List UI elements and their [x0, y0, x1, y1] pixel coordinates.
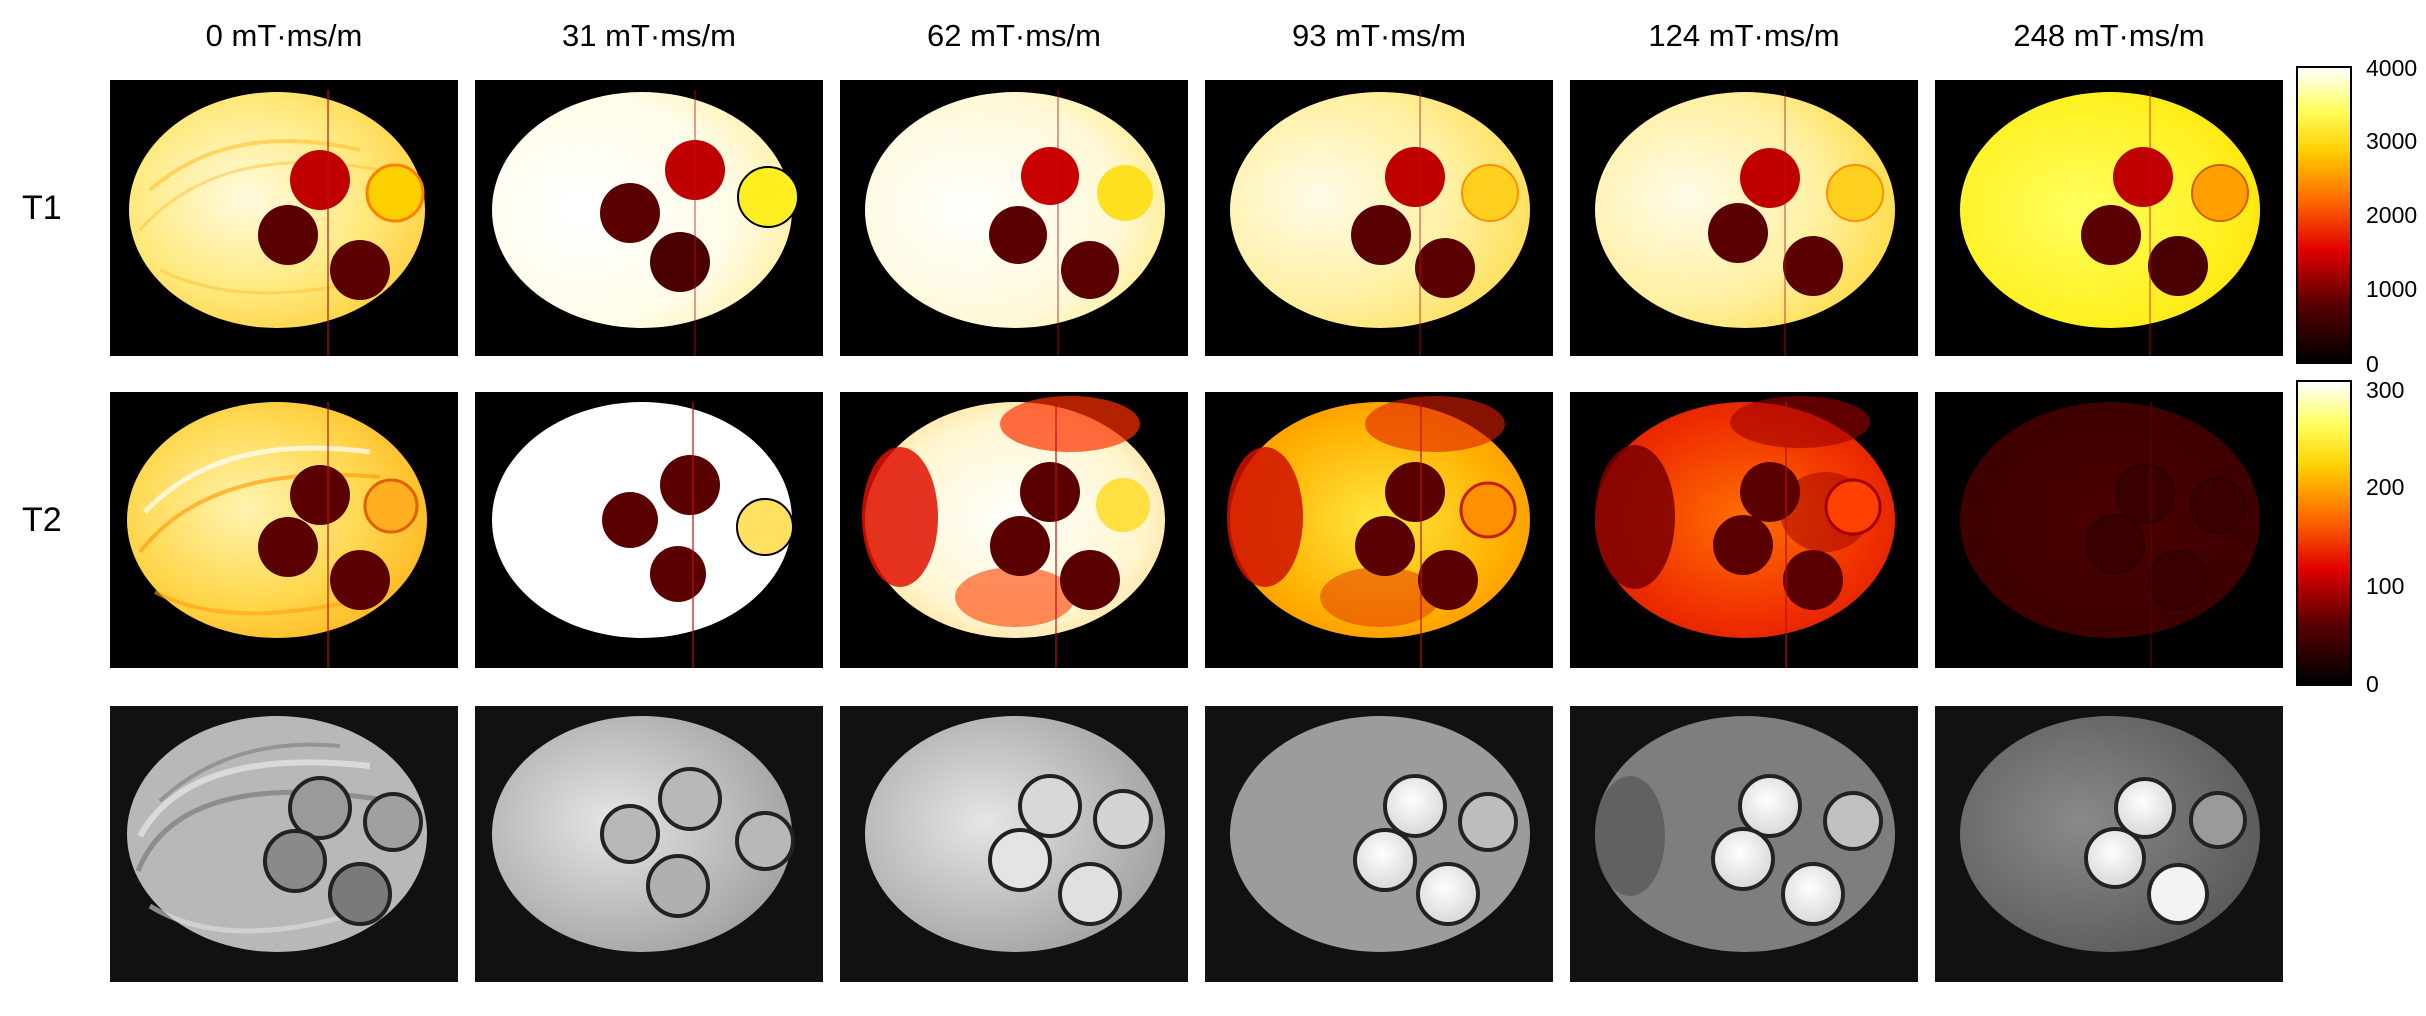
t2-colorbar-tick-200: 200	[2366, 474, 2405, 500]
t2-map-0	[110, 392, 458, 668]
magnitude-image-93	[1205, 706, 1553, 982]
t1-colorbar	[2296, 66, 2352, 364]
column-header-0: 0 mT·ms/m	[205, 18, 363, 53]
t2-map-31	[475, 392, 823, 668]
t2-colorbar-tick-100: 100	[2366, 573, 2405, 599]
t2-colorbar	[2296, 380, 2352, 686]
magnitude-image-248	[1935, 706, 2283, 982]
t2-colorbar-tick-0: 0	[2366, 671, 2379, 697]
magnitude-image-31	[475, 706, 823, 982]
magnitude-image-62	[840, 706, 1188, 982]
t2-map-124	[1570, 392, 1918, 668]
t1-colorbar-tick-3000: 3000	[2366, 128, 2418, 154]
t1-map-124	[1570, 80, 1918, 356]
t1-colorbar-tick-0: 0	[2366, 351, 2379, 377]
t1-colorbar-tick-4000: 4000	[2366, 55, 2418, 81]
t2-map-248	[1935, 392, 2283, 668]
t1-map-0	[110, 80, 458, 356]
row-label-t2: T2	[22, 501, 62, 539]
t1-map-93	[1205, 80, 1553, 356]
t2-map-62	[840, 392, 1188, 668]
t1-colorbar-tick-1000: 1000	[2366, 276, 2418, 302]
column-header-62: 62 mT·ms/m	[927, 18, 1101, 53]
t1-colorbar-tick-2000: 2000	[2366, 202, 2418, 228]
column-header-248: 248 mT·ms/m	[2013, 18, 2205, 53]
column-header-31: 31 mT·ms/m	[562, 18, 736, 53]
row-label-t1: T1	[22, 189, 62, 227]
magnitude-image-124	[1570, 706, 1918, 982]
magnitude-image-0	[110, 706, 458, 982]
t2-map-93	[1205, 392, 1553, 668]
t1-map-31	[475, 80, 823, 356]
column-header-124: 124 mT·ms/m	[1648, 18, 1840, 53]
column-header-93: 93 mT·ms/m	[1292, 18, 1466, 53]
t1-map-248	[1935, 80, 2283, 356]
t1-map-62	[840, 80, 1188, 356]
t2-colorbar-tick-300: 300	[2366, 377, 2405, 403]
